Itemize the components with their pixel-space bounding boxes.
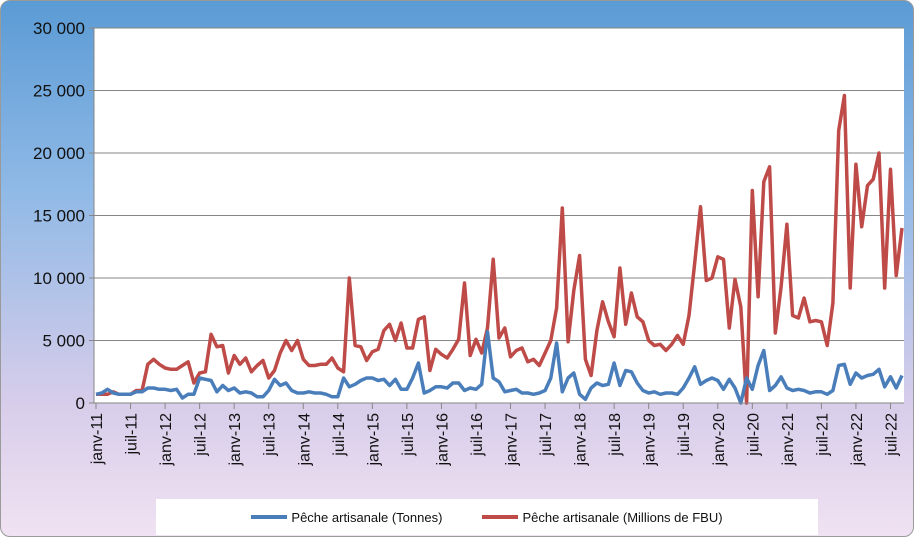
x-tick-label: juil-14 bbox=[331, 413, 348, 457]
x-tick-label: juil-13 bbox=[262, 413, 279, 457]
legend-item-tonnes: Pêche artisanale (Tonnes) bbox=[251, 510, 442, 525]
x-tick-label: janv-12 bbox=[158, 413, 175, 467]
series-line-fbu bbox=[96, 93, 904, 405]
y-tick-label: 5 000 bbox=[42, 332, 85, 351]
y-tick-label: 15 000 bbox=[33, 207, 85, 226]
x-tick-label: juil-16 bbox=[469, 413, 486, 457]
legend: Pêche artisanale (Tonnes) Pêche artisana… bbox=[156, 499, 818, 535]
x-tick-label: juil-12 bbox=[193, 413, 210, 457]
y-axis-ticks: 0 5 000 10 000 15 000 20 000 25 000 30 000 bbox=[33, 19, 94, 413]
x-tick-label: juil-15 bbox=[400, 413, 417, 457]
legend-swatch-tonnes bbox=[251, 515, 288, 519]
legend-label-fbu: Pêche artisanale (Millions de FBU) bbox=[522, 509, 723, 525]
series-line-tonnes bbox=[95, 330, 904, 405]
x-tick-label: janv-17 bbox=[504, 413, 521, 467]
x-tick-label: juil-21 bbox=[814, 413, 831, 457]
x-tick-label: janv-15 bbox=[365, 413, 382, 467]
y-tick-label: 25 000 bbox=[33, 82, 85, 101]
legend-swatch-fbu bbox=[482, 515, 519, 519]
legend-item-fbu: Pêche artisanale (Millions de FBU) bbox=[482, 509, 723, 525]
x-tick-label: juil-19 bbox=[676, 413, 693, 457]
x-tick-label: juil-20 bbox=[745, 413, 762, 457]
x-tick-label: janv-18 bbox=[573, 413, 590, 467]
x-tick-label: janv-16 bbox=[434, 413, 451, 467]
x-tick-label: janv-21 bbox=[780, 413, 797, 467]
x-tick-label: janv-19 bbox=[642, 413, 659, 467]
x-tick-label: juil-18 bbox=[607, 413, 624, 457]
x-tick-label: janv-11 bbox=[89, 413, 106, 465]
x-tick-label: janv-22 bbox=[849, 413, 866, 467]
y-tick-label: 10 000 bbox=[33, 269, 85, 288]
x-tick-label: janv-20 bbox=[711, 413, 728, 467]
x-tick-label: janv-13 bbox=[227, 413, 244, 467]
x-tick-label: janv-14 bbox=[296, 413, 313, 467]
gridlines bbox=[94, 27, 904, 341]
x-tick-label: juil-11 bbox=[124, 413, 141, 456]
y-tick-label: 30 000 bbox=[33, 19, 85, 38]
series-lines bbox=[95, 93, 904, 405]
y-tick-label: 20 000 bbox=[33, 144, 85, 163]
legend-label-tonnes: Pêche artisanale (Tonnes) bbox=[291, 509, 443, 525]
x-tick-label: juil-17 bbox=[538, 413, 555, 457]
y-tick-label: 0 bbox=[76, 394, 85, 413]
x-tick-label: juil-22 bbox=[883, 413, 900, 457]
x-axis-ticks: janv-11 juil-11 janv-12 juil-12 janv-13 juil-… bbox=[89, 403, 900, 466]
